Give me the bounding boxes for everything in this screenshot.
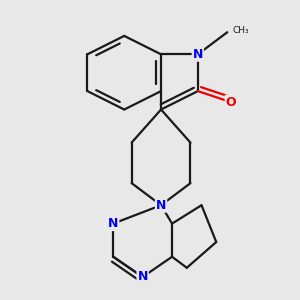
Text: O: O — [226, 96, 236, 109]
Text: N: N — [137, 271, 148, 284]
Text: N: N — [193, 48, 203, 61]
Text: N: N — [156, 199, 166, 212]
Text: N: N — [108, 217, 119, 230]
Text: CH₃: CH₃ — [233, 26, 249, 35]
